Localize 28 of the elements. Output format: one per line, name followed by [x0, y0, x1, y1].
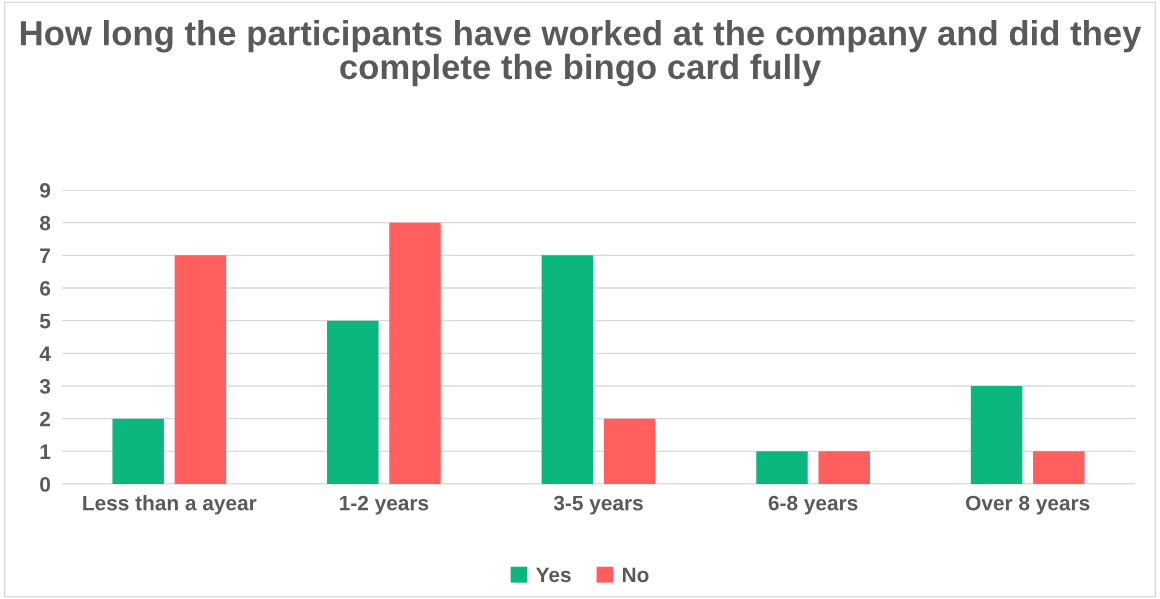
x-tick-label: 3-5 years [553, 495, 643, 515]
chart-title: How long the participants have worked at the company and did they complete the bingo card fully [20, 20, 1142, 87]
y-tick-label: 6 [40, 281, 51, 296]
x-tick-label: Less than a ayear [83, 495, 257, 515]
legend-label: Yes [536, 567, 571, 583]
y-tick-label: 9 [40, 183, 51, 198]
bar [818, 451, 870, 484]
bar [389, 222, 441, 484]
legend-label: No [622, 567, 649, 583]
bar [327, 320, 379, 484]
bar [1033, 451, 1085, 484]
bar [541, 255, 594, 484]
y-tick-label: 5 [39, 313, 51, 329]
bar [174, 255, 227, 484]
y-tick-label: 2 [40, 411, 51, 427]
y-tick-label: 3 [39, 379, 51, 394]
x-tick-label: 1-2 years [340, 495, 429, 515]
bar [603, 418, 656, 484]
y-tick-label: 4 [39, 346, 51, 361]
y-tick-label: 7 [40, 248, 50, 263]
y-tick-label: 1 [40, 444, 51, 459]
y-tick-label: 0 [40, 477, 51, 492]
bar [756, 451, 808, 484]
x-tick-label: 6-8 years [768, 495, 858, 515]
x-tick-label: Over 8 years [966, 495, 1090, 515]
bar [970, 386, 1023, 484]
bar [112, 418, 164, 484]
y-tick-label: 8 [39, 215, 51, 231]
